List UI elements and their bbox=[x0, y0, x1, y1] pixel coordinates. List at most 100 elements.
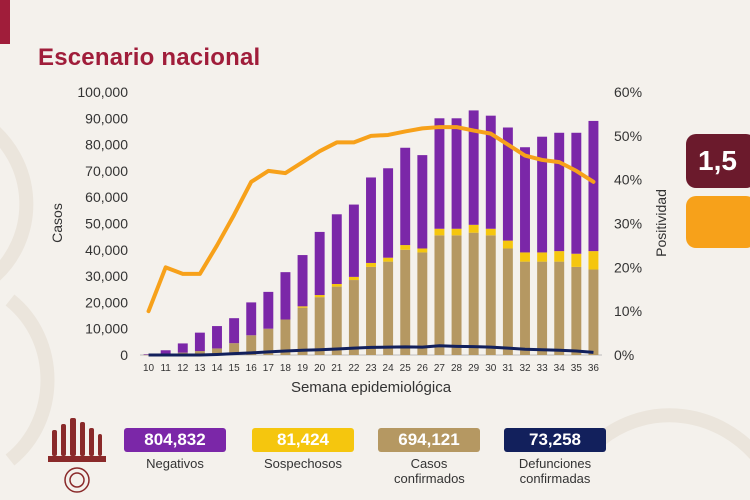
bar-negativos bbox=[366, 177, 376, 263]
bar-confirmados bbox=[520, 261, 530, 355]
y-tick-label: 0 bbox=[120, 347, 128, 363]
bar-confirmados bbox=[314, 297, 325, 355]
bar-confirmados bbox=[280, 319, 291, 355]
stat-defunciones: 73,258 Defunciones confirmadas bbox=[504, 428, 606, 486]
y2-tick-label: 0% bbox=[614, 347, 634, 363]
stat-value: 73,258 bbox=[504, 428, 606, 452]
x-tick-label: 21 bbox=[331, 363, 343, 374]
y2-tick-label: 60% bbox=[614, 84, 642, 100]
stat-value: 804,832 bbox=[124, 428, 226, 452]
bar-sospechosos bbox=[383, 257, 394, 262]
x-tick-label: 13 bbox=[194, 363, 206, 374]
bar-confirmados bbox=[383, 261, 394, 355]
y2-tick-label: 30% bbox=[614, 216, 642, 232]
stat-value: 694,121 bbox=[378, 428, 480, 452]
bar-negativos bbox=[520, 147, 530, 253]
x-tick-label: 31 bbox=[502, 363, 514, 374]
x-tick-label: 35 bbox=[571, 363, 583, 374]
brand-accent-bar bbox=[0, 0, 10, 44]
bar-sospechosos bbox=[468, 224, 479, 233]
x-tick-label: 33 bbox=[537, 363, 549, 374]
bar-negativos bbox=[468, 110, 479, 225]
side-card-value: 1,5 bbox=[698, 145, 737, 176]
bar-negativos bbox=[451, 118, 462, 229]
bar-negativos bbox=[229, 318, 240, 344]
bar-confirmados bbox=[571, 266, 582, 355]
bar-sospechosos bbox=[348, 276, 359, 281]
bar-sospechosos bbox=[417, 248, 428, 253]
bar-confirmados bbox=[246, 335, 257, 355]
bar-negativos bbox=[160, 350, 171, 355]
bar-sospechosos bbox=[588, 251, 599, 270]
bar-negativos bbox=[434, 118, 445, 229]
y-tick-label: 80,000 bbox=[85, 137, 128, 153]
y2-tick-label: 20% bbox=[614, 259, 642, 275]
x-tick-label: 12 bbox=[177, 363, 189, 374]
top-bar bbox=[0, 0, 750, 12]
bar-sospechosos bbox=[537, 252, 548, 262]
x-tick-label: 17 bbox=[263, 363, 275, 374]
bar-sospechosos bbox=[297, 306, 308, 308]
x-tick-label: 25 bbox=[400, 363, 412, 374]
bar-negativos bbox=[348, 204, 359, 277]
y-tick-label: 100,000 bbox=[77, 84, 128, 100]
bar-sospechosos bbox=[366, 262, 376, 267]
x-tick-label: 34 bbox=[554, 363, 566, 374]
x-tick-label: 23 bbox=[365, 363, 377, 374]
bar-confirmados bbox=[331, 286, 342, 355]
bar-confirmados bbox=[434, 235, 445, 355]
bar-confirmados bbox=[554, 261, 565, 355]
bar-negativos bbox=[263, 291, 274, 329]
x-tick-label: 28 bbox=[451, 363, 463, 374]
stat-sospechosos: 81,424 Sospechosos bbox=[252, 428, 354, 471]
bar-negativos bbox=[417, 155, 428, 249]
bar-negativos bbox=[502, 127, 513, 241]
x-tick-label: 29 bbox=[468, 363, 480, 374]
x-tick-label: 11 bbox=[160, 363, 171, 374]
bar-confirmados bbox=[194, 351, 205, 355]
bar-sospechosos bbox=[331, 283, 342, 287]
y-tick-label: 20,000 bbox=[85, 294, 128, 310]
bar-confirmados bbox=[468, 232, 479, 355]
x-tick-label: 32 bbox=[519, 363, 531, 374]
bar-sospechosos bbox=[571, 253, 582, 267]
bar-negativos bbox=[383, 168, 394, 258]
bar-negativos bbox=[194, 332, 205, 352]
bar-negativos bbox=[177, 343, 188, 353]
bar-sospechosos bbox=[314, 295, 325, 298]
bar-confirmados bbox=[263, 328, 274, 355]
y-tick-label: 60,000 bbox=[85, 189, 128, 205]
y2-tick-label: 50% bbox=[614, 128, 642, 144]
stat-label: Casos confirmados bbox=[394, 456, 465, 486]
stat-label: Negativos bbox=[146, 456, 204, 471]
bar-sospechosos bbox=[434, 228, 445, 236]
y2-tick-label: 40% bbox=[614, 172, 642, 188]
bar-negativos bbox=[246, 302, 257, 336]
page-title: Escenario nacional bbox=[38, 44, 261, 71]
x-tick-label: 10 bbox=[143, 363, 155, 374]
government-emblem-logo bbox=[48, 418, 106, 493]
bar-negativos bbox=[280, 272, 291, 320]
x-tick-label: 30 bbox=[485, 363, 497, 374]
bar-negativos bbox=[537, 136, 548, 253]
bar-confirmados bbox=[451, 235, 462, 355]
bar-confirmados bbox=[588, 269, 599, 355]
bar-negativos bbox=[314, 231, 325, 296]
line-positividad bbox=[146, 125, 596, 314]
bar-confirmados bbox=[297, 307, 308, 355]
x-tick-label: 22 bbox=[348, 363, 360, 374]
bar-confirmados bbox=[348, 280, 359, 355]
bar-negativos bbox=[400, 147, 411, 246]
line-defunciones bbox=[148, 344, 594, 357]
bar-negativos bbox=[297, 255, 308, 307]
y-tick-label: 40,000 bbox=[85, 242, 128, 258]
y-tick-label: 50,000 bbox=[85, 216, 128, 232]
x-tick-label: 14 bbox=[211, 363, 223, 374]
x-tick-label: 27 bbox=[434, 363, 446, 374]
x-tick-label: 26 bbox=[417, 363, 429, 374]
x-tick-label: 20 bbox=[314, 363, 326, 374]
y-tick-label: 70,000 bbox=[85, 163, 128, 179]
x-tick-label: 19 bbox=[297, 363, 309, 374]
x-tick-label: 16 bbox=[246, 363, 258, 374]
